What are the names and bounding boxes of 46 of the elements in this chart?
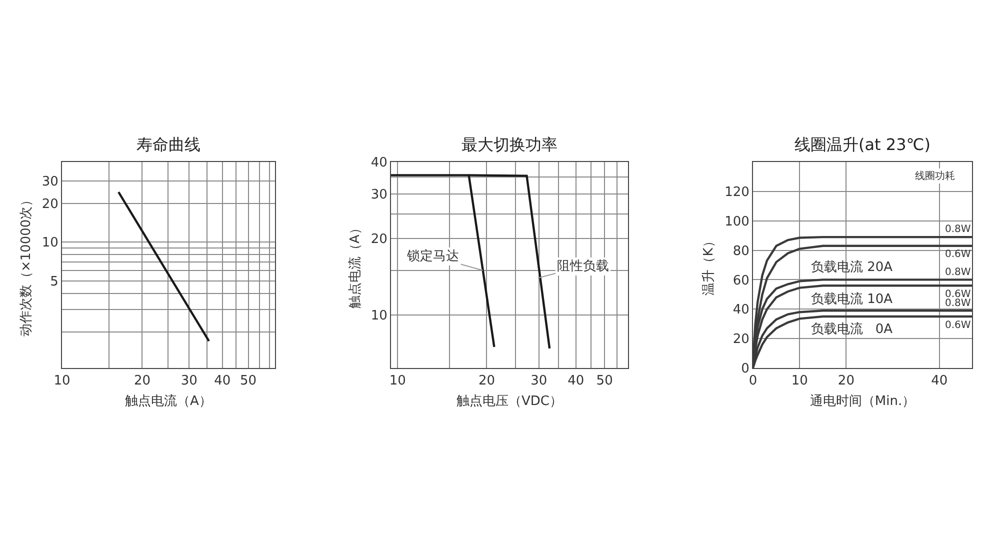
chart-title: 最大切换功率 [462,134,558,154]
annotation: 线圈功耗 [915,170,955,182]
y-tick-label: 20 [42,196,58,212]
y-tick-label: 10 [42,236,58,251]
x-tick-label: 50 [596,374,613,389]
x-axis-title: 触点电压（VDC） [456,394,562,410]
y-tick-label: 5 [50,274,58,290]
x-tick-label: 10 [791,374,808,389]
y-axis-title: 触点电流（A） [346,222,363,308]
y-tick-label: 20 [732,332,750,348]
x-tick-label: 40 [214,374,231,389]
x-tick-label: 40 [931,374,948,389]
chart-title: 线圈温升(at 23℃) [794,134,930,154]
y-tick-label: 80 [732,244,750,259]
y-tick-label: 0 [741,362,750,377]
series-label: 0.8W [945,224,971,235]
y-axis-title: 动作次数（×10000次） [18,193,34,337]
chart-title: 寿命曲线 [136,134,200,154]
y-axis-title: 温升（K） [702,234,717,296]
y-tick-label: 40 [370,156,388,171]
x-tick-label: 20 [134,374,150,389]
series-label: 0.6W [945,320,971,331]
series-label: 0.8W [945,267,971,278]
x-tick-label: 30 [180,374,198,389]
y-tick-label: 120 [724,184,750,200]
x-tick-label: 20 [478,374,496,389]
y-tick-label: 40 [732,302,750,318]
x-tick-label: 40 [568,374,584,389]
y-tick-label: 20 [370,232,388,248]
x-tick-label: 30 [530,374,548,389]
x-tick-label: 50 [240,374,257,389]
annotation: 锁定马达 [406,249,459,264]
x-axis-title: 触点电流（A） [125,393,212,410]
y-tick-label: 30 [42,174,58,190]
x-tick-label: 10 [54,374,70,389]
x-tick-label: 20 [838,374,854,389]
series-label: 0.8W [945,298,971,309]
x-axis-title: 通电时间（Min.） [810,394,916,410]
y-tick-label: 10 [370,308,388,324]
y-tick-label: 100 [724,214,750,230]
series-label: 0.6W [945,289,971,300]
y-tick-label: 30 [370,187,388,202]
y-tick-label: 60 [732,273,750,288]
x-tick-label: 10 [389,374,406,389]
annotation: 阻性负载 [557,259,609,274]
series-label: 0.6W [945,249,971,260]
